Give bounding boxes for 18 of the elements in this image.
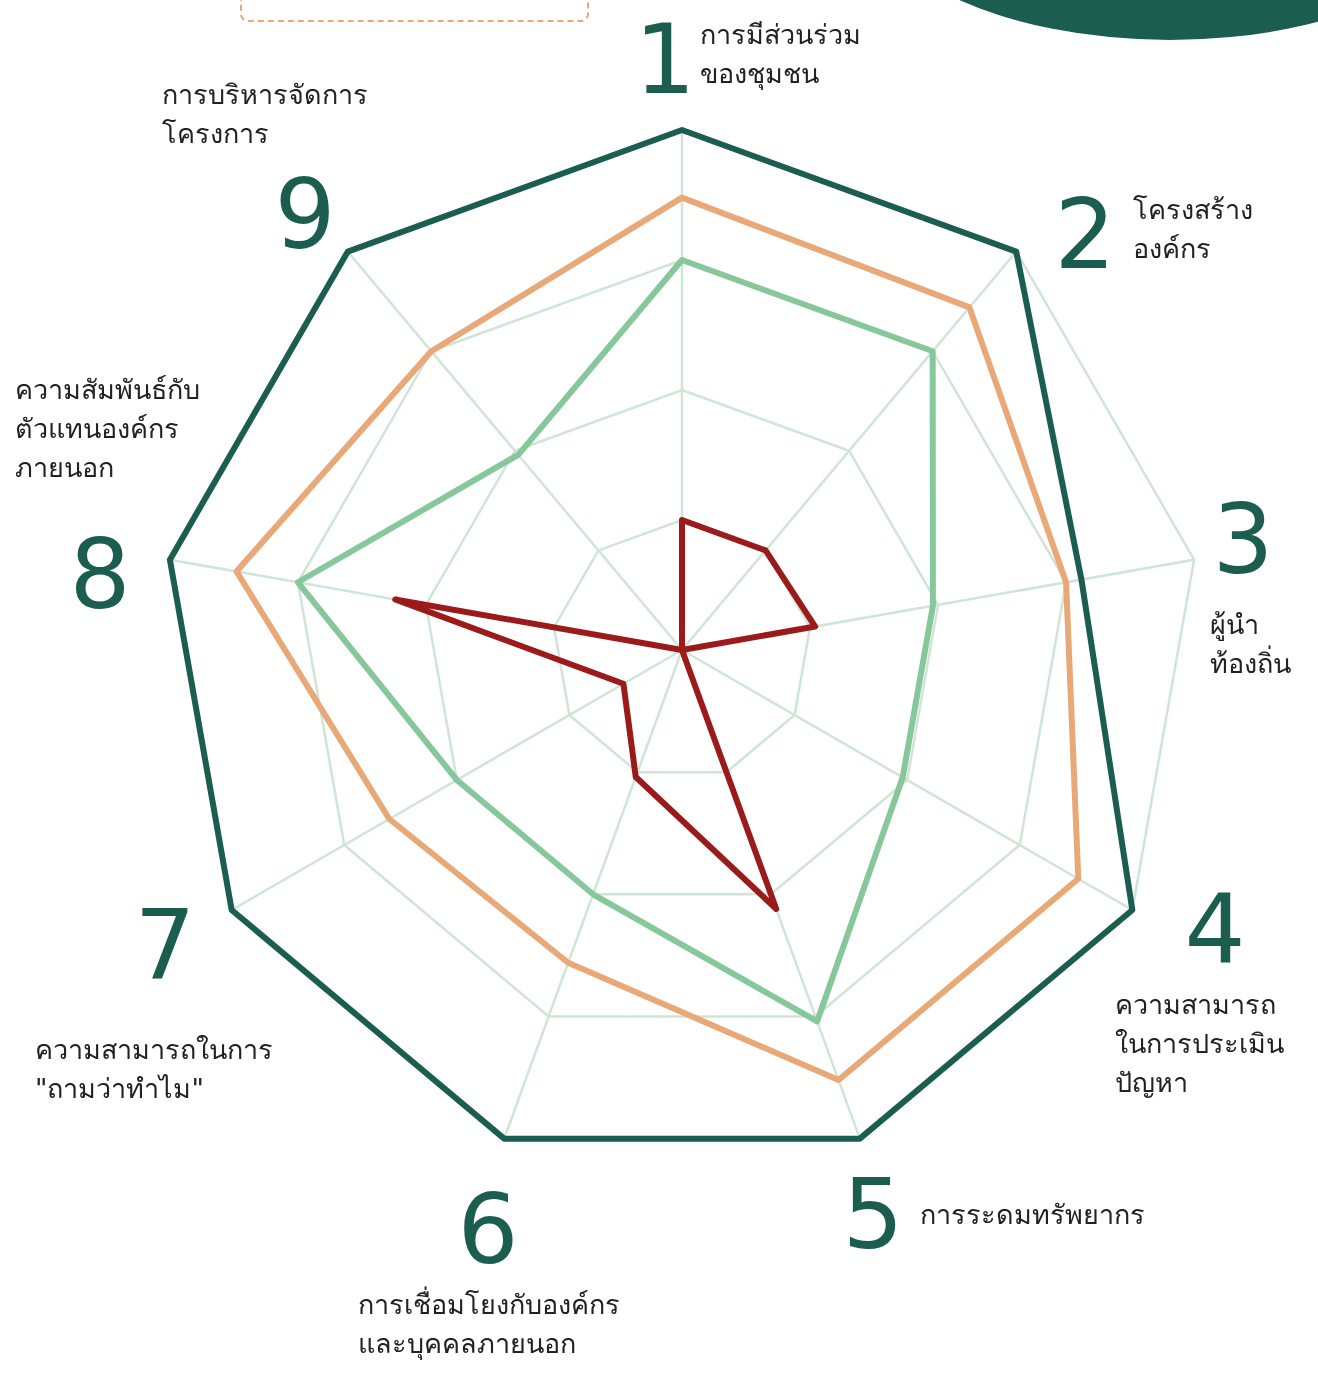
spoke-label: การระดมทรัพยากร: [920, 1198, 1145, 1232]
text: 2: [1054, 179, 1116, 291]
spoke-label: การเชื่อมโยงกับองค์กร และบุคคลภายนอก: [358, 1285, 620, 1362]
text: 8: [69, 519, 131, 631]
text: 4: [1184, 874, 1246, 986]
text: 5: [842, 1159, 904, 1271]
spoke-label: การมีส่วนร่วม ของชุมชน: [700, 18, 861, 92]
spoke-label: โครงสร้าง องค์กร: [1133, 193, 1253, 267]
spoke-label: ความสามารถ ในการประเมิน ปัญหา: [1115, 988, 1284, 1101]
spoke-label: ผู้นำ ท้องถิ่น: [1210, 608, 1291, 682]
spoke-label: ความสัมพันธ์กับ ตัวแทนองค์กร ภายนอก: [15, 373, 200, 486]
text: 6: [457, 1174, 519, 1286]
spoke-label: การบริหารจัดการ โครงการ: [162, 78, 368, 152]
text: 1: [634, 4, 696, 116]
text: 7: [134, 889, 196, 1001]
spoke-label: ความสามารถในการ "ถามว่าทำไม": [35, 1033, 273, 1107]
text: 3: [1212, 484, 1274, 596]
text: 9: [274, 159, 336, 271]
